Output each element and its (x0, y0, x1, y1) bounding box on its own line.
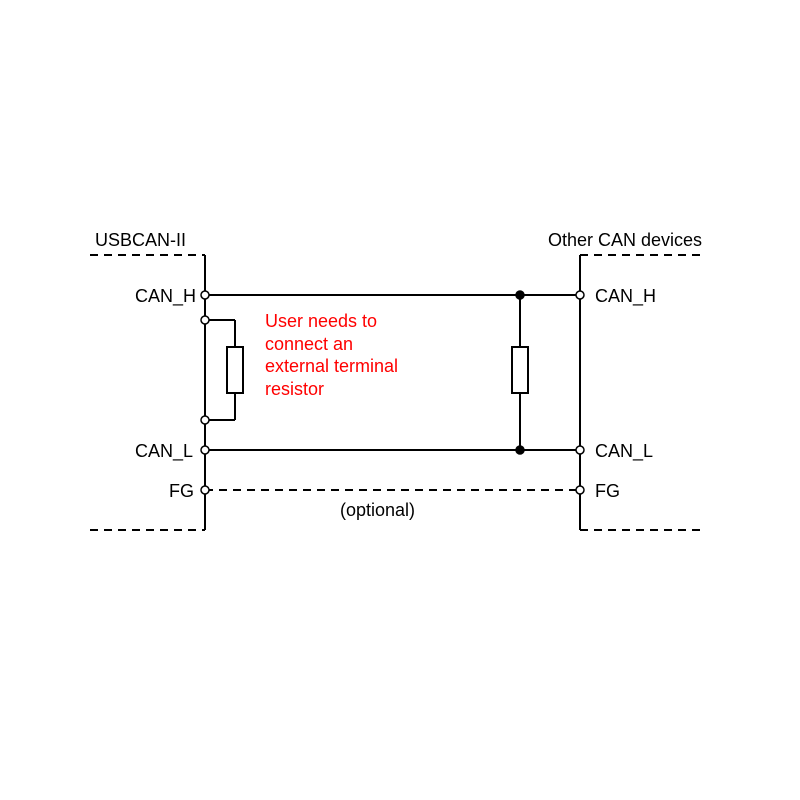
resistor-note: User needs to connect an external termin… (265, 310, 398, 400)
pin-left-fg: FG (169, 481, 194, 502)
note-line: connect an (265, 333, 398, 356)
optional-label: (optional) (340, 500, 415, 521)
note-line: external terminal (265, 355, 398, 378)
pin-right-can-h: CAN_H (595, 286, 656, 307)
title-left: USBCAN-II (95, 230, 186, 251)
title-right: Other CAN devices (548, 230, 702, 251)
pin-right-fg: FG (595, 481, 620, 502)
note-line: User needs to (265, 310, 398, 333)
wiring-diagram (0, 0, 800, 800)
pin-left-can-h: CAN_H (135, 286, 196, 307)
note-line: resistor (265, 378, 398, 401)
pin-right-can-l: CAN_L (595, 441, 653, 462)
pin-left-can-l: CAN_L (135, 441, 193, 462)
